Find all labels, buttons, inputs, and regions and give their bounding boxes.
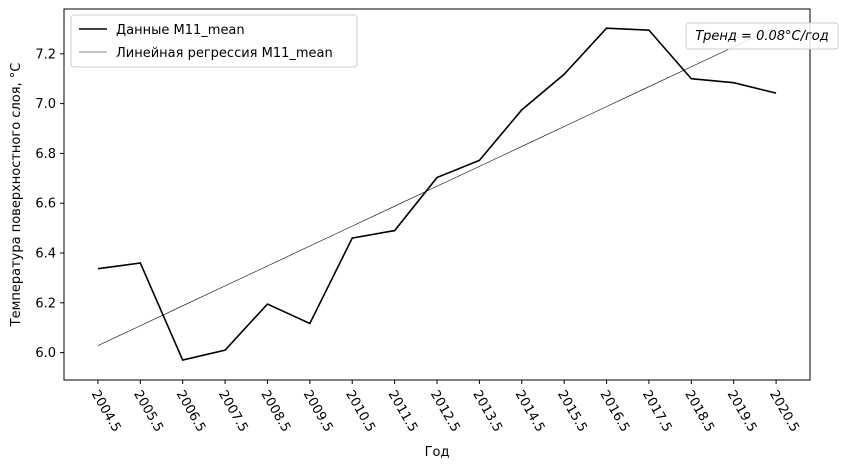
x-tick-label: 2019.5 [724,388,760,435]
series-line-data [97,27,777,362]
x-tick-label: 2010.5 [342,388,378,435]
series-group [97,26,777,362]
x-tick-label: 2012.5 [427,388,463,435]
x-tick-label: 2011.5 [385,388,421,435]
y-tick-label: 6.0 [35,346,56,361]
x-tick-label: 2015.5 [554,388,590,435]
x-tick-label: 2020.5 [766,388,802,435]
y-tick-label: 6.6 [35,197,56,212]
x-tick-label: 2009.5 [300,388,336,435]
legend-label-regression: Линейная регрессия M11_mean [116,46,333,61]
x-tick-label: 2018.5 [681,388,717,435]
x-tick-label: 2004.5 [88,388,124,435]
x-tick-label: 2016.5 [596,388,632,435]
series-line-regression [97,26,777,346]
x-tick-label: 2014.5 [512,388,548,435]
x-axis-label: Год [425,445,450,460]
y-tick-label: 6.8 [35,147,56,162]
x-tick-label: 2013.5 [469,388,505,435]
x-tick-label: 2006.5 [173,388,209,435]
y-tick-label: 7.2 [35,47,56,62]
legend: Данные M11_mean Линейная регрессия M11_m… [70,14,358,68]
trend-annotation: Тренд = 0.08°C/год [685,22,839,50]
x-tick-label: 2017.5 [639,388,675,435]
x-tick-label: 2007.5 [215,388,251,435]
y-tick-label: 6.4 [35,247,56,262]
trend-annotation-box [685,22,839,50]
x-tick-label: 2005.5 [130,388,166,435]
y-tick-label: 7.0 [35,97,56,112]
legend-box [70,14,358,68]
legend-label-data: Данные M11_mean [116,23,245,38]
y-axis-label: Температура поверхностного слоя, °C [9,63,24,328]
x-tick-label: 2008.5 [257,388,293,435]
trend-annotation-text: Тренд = 0.08°C/год [695,29,829,44]
y-tick-label: 6.2 [35,296,56,311]
